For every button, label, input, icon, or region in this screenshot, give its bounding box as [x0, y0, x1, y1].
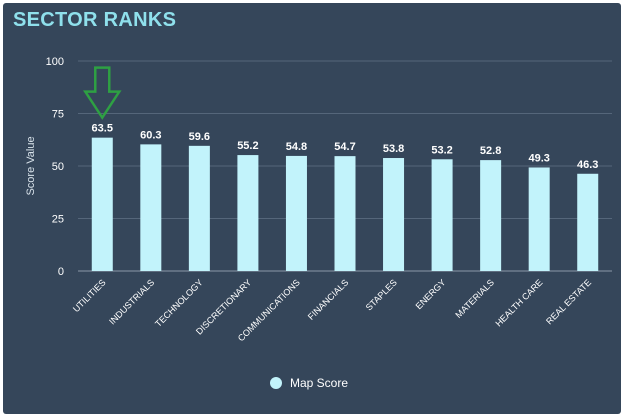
x-tick-label: HEALTH CARE: [493, 277, 544, 328]
x-tick-label: REAL ESTATE: [544, 277, 593, 326]
bar-technology: [188, 145, 210, 271]
x-tick-label: MATERIALS: [453, 277, 496, 320]
bar-financials: [334, 156, 356, 271]
bar-staples: [383, 158, 405, 271]
data-label: 53.2: [431, 144, 452, 156]
x-tick-label: STAPLES: [364, 277, 399, 312]
bar-communications: [285, 155, 307, 271]
data-label: 55.2: [237, 140, 258, 152]
x-tick-label: ENERGY: [414, 277, 448, 311]
legend-marker: [270, 377, 282, 389]
x-tick-label: UTILITIES: [71, 277, 108, 314]
y-axis-title: Score Value: [25, 136, 37, 195]
legend[interactable]: Map Score: [270, 376, 348, 390]
y-tick-label: 75: [52, 109, 64, 121]
y-tick-label: 0: [58, 266, 64, 278]
bar-industrials: [140, 144, 162, 271]
data-label: 46.3: [577, 159, 598, 171]
bar-materials: [480, 160, 502, 271]
data-label: 59.6: [189, 131, 210, 143]
data-label: 52.8: [480, 145, 501, 157]
legend-label: Map Score: [290, 376, 349, 390]
data-label: 54.7: [334, 141, 355, 153]
y-tick-label: 25: [52, 214, 64, 226]
data-label: 60.3: [140, 129, 161, 141]
bar-health-care: [528, 167, 550, 271]
bar-discretionary: [237, 155, 259, 271]
data-label: 63.5: [92, 123, 113, 135]
x-tick-label: INDUSTRIALS: [107, 277, 156, 326]
y-tick-label: 50: [52, 161, 64, 173]
bar-real-estate: [577, 173, 599, 271]
y-tick-label: 100: [46, 56, 64, 68]
bar-energy: [431, 159, 453, 271]
chart-title: SECTOR RANKS: [13, 9, 177, 31]
x-tick-label: TECHNOLOGY: [153, 277, 205, 329]
data-label: 49.3: [528, 152, 549, 164]
data-label: 54.8: [286, 141, 307, 153]
arrow-icon: [82, 66, 122, 120]
x-tick-label: FINANCIALS: [306, 277, 351, 322]
bar-utilities: [91, 137, 113, 271]
data-label: 53.8: [383, 143, 404, 155]
